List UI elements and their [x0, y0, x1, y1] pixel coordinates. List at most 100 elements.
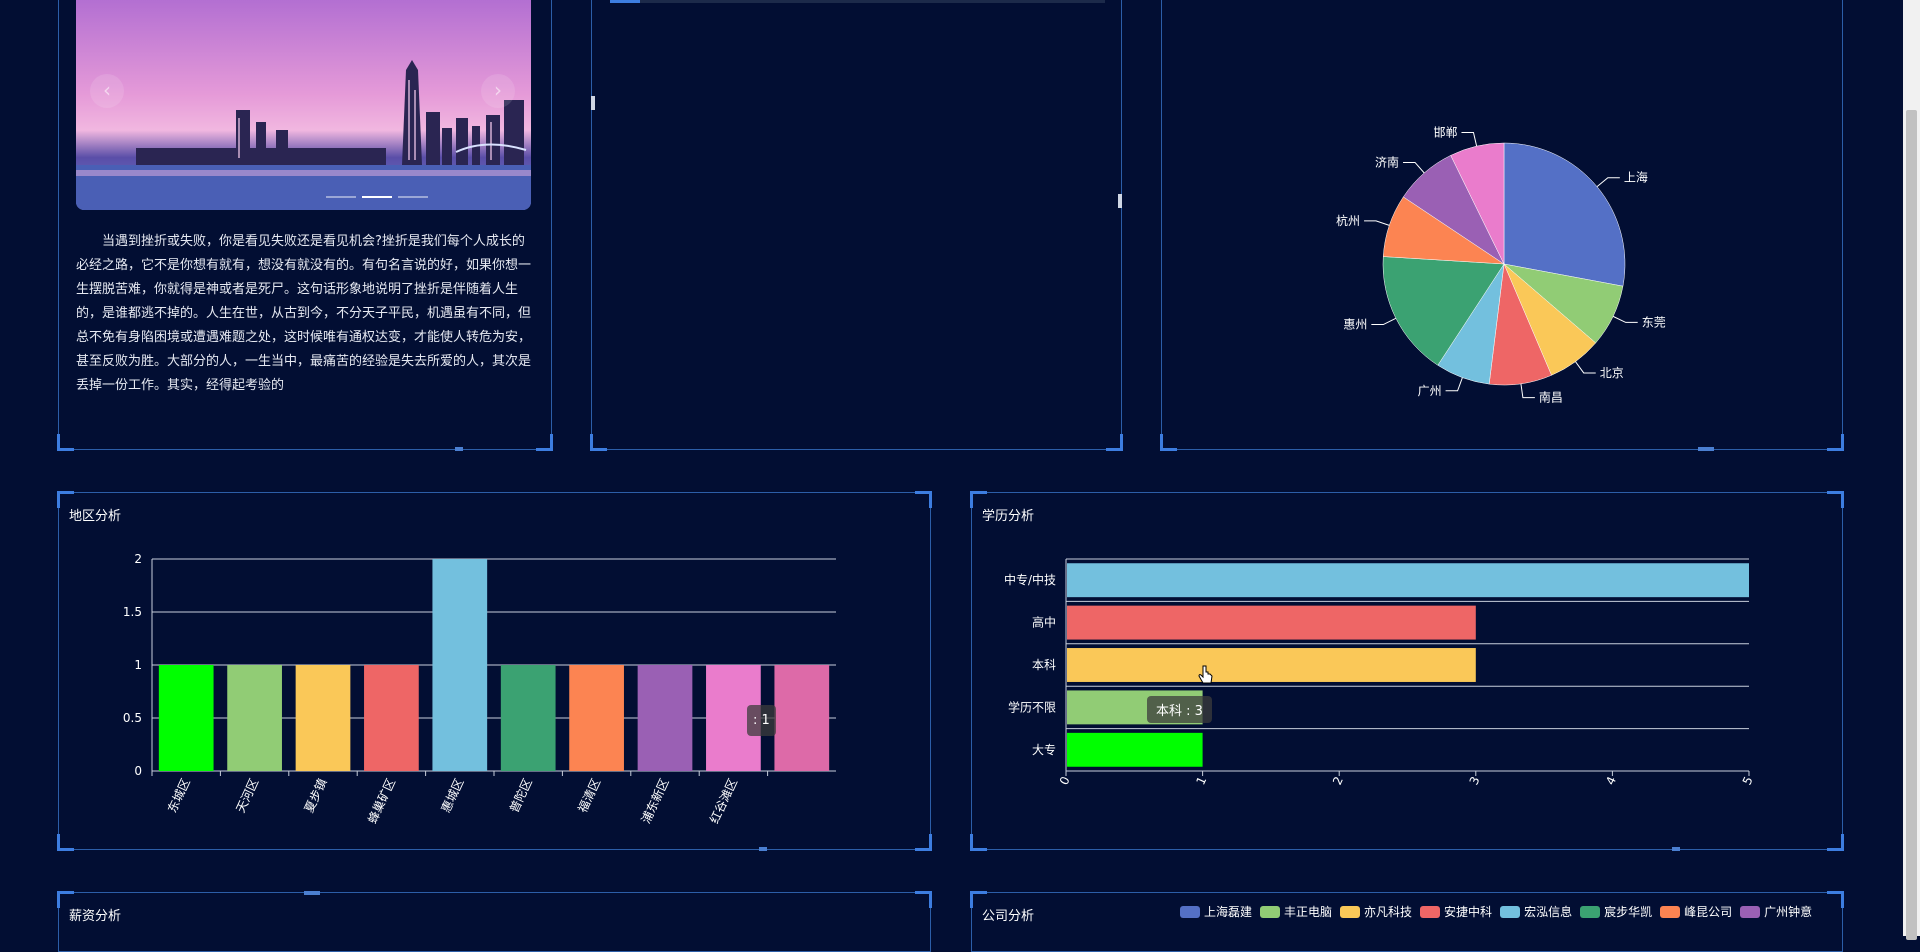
city-pie-panel: 上海东莞北京南昌 广州 惠州 杭州 济南 邯郸	[1160, 0, 1844, 451]
bar[interactable]	[158, 665, 214, 771]
legend-item[interactable]: 丰正电脑	[1260, 903, 1332, 920]
legend-item[interactable]: 宏泓信息	[1500, 903, 1572, 920]
legend-item[interactable]: 安捷中科	[1420, 903, 1492, 920]
chevron-left-icon: ‹	[103, 78, 111, 102]
pie-label: 济南	[1375, 154, 1399, 169]
panel-title: 薪资分析	[69, 909, 122, 924]
scrollbar-thumb[interactable]	[1906, 110, 1917, 940]
legend-label: 安捷中科	[1444, 905, 1493, 919]
x-tick-label: 天河区	[233, 776, 261, 815]
pie-label-line	[1364, 220, 1390, 226]
x-tick-label: 东城区	[165, 776, 193, 815]
legend-label: 丰正电脑	[1284, 905, 1333, 919]
pie-label: 上海	[1624, 170, 1648, 185]
x-tick-label: 4	[1603, 774, 1619, 787]
legend-item[interactable]: 广州钟意	[1740, 903, 1812, 920]
chart-tooltip: 本科 : 3	[1147, 696, 1212, 723]
legend-swatch	[1340, 905, 1361, 918]
company-legend: 上海磊建 丰正电脑 亦凡科技 安捷中科 宏泓信息 宸步华凯 峰昆公司 广州钟意	[1180, 903, 1812, 920]
legend-swatch	[1180, 905, 1200, 918]
resize-handle-right[interactable]	[1118, 194, 1122, 208]
pie-label-line	[1371, 317, 1397, 326]
x-tick-label: 红谷滩区	[706, 776, 740, 826]
x-tick-label: 2	[1330, 774, 1346, 787]
pie-label-line	[1612, 315, 1638, 323]
bar[interactable]	[227, 665, 282, 771]
pie-label: 杭州	[1336, 213, 1360, 228]
pie-label: 南昌	[1539, 390, 1563, 405]
panel-title: 地区分析	[69, 509, 122, 524]
pie-slice[interactable]	[1503, 142, 1626, 287]
legend-item[interactable]: 宸步华凯	[1580, 903, 1652, 920]
y-tick-label: 学历不限	[1008, 699, 1056, 714]
pie-label-line	[1403, 161, 1425, 174]
pie-label: 东莞	[1642, 315, 1666, 329]
x-tick-label: 3	[1467, 774, 1483, 787]
y-tick-label: 大专	[1032, 742, 1056, 757]
chart-tooltip: : 1	[747, 705, 776, 736]
carousel-next-button[interactable]: ›	[481, 74, 515, 108]
y-tick-label: 中专/中技	[1004, 572, 1056, 587]
legend-label: 峰昆公司	[1684, 905, 1733, 919]
x-tick-label: 惠城区	[439, 776, 467, 815]
hand-cursor-icon	[1198, 665, 1213, 684]
bar[interactable]	[1067, 605, 1476, 640]
image-carousel[interactable]: ‹ ›	[76, 0, 531, 210]
carousel-prev-button[interactable]: ‹	[90, 74, 124, 108]
y-tick-label: 0.5	[123, 711, 142, 725]
legend-label: 亦凡科技	[1364, 905, 1413, 919]
legend-label: 广州钟意	[1764, 905, 1813, 919]
y-tick-label: 1.5	[123, 605, 142, 619]
pie-label: 北京	[1600, 366, 1624, 380]
carousel-dot-active[interactable]	[362, 196, 392, 198]
bar[interactable]	[569, 665, 624, 771]
pie-label-line	[1596, 177, 1620, 188]
bar[interactable]	[295, 665, 351, 771]
pie-label: 广州	[1418, 384, 1442, 398]
legend-swatch	[1420, 905, 1441, 918]
y-tick-label: 本科	[1032, 658, 1056, 672]
article-text: 当遇到挫折或失败，你是看见失败还是看见机会?挫折是我们每个人成长的必经之路，它不…	[76, 234, 532, 393]
bar[interactable]	[500, 665, 556, 771]
education-analysis-panel: 学历分析 中专/中技 高中 本科 学历不限 大专 0 1 2 3 4 5 本科 : 3	[970, 491, 1844, 851]
bar[interactable]	[1067, 732, 1203, 767]
bar[interactable]	[432, 559, 488, 771]
carousel-dot[interactable]	[326, 196, 356, 198]
pie-label: 惠州	[1343, 318, 1367, 332]
pie-label: 邯郸	[1433, 124, 1457, 139]
legend-swatch	[1580, 905, 1601, 918]
page-scrollbar[interactable]	[1903, 0, 1920, 940]
pie-label-line	[1575, 361, 1596, 374]
bar[interactable]	[1067, 648, 1476, 682]
pie-label-line	[1445, 377, 1463, 392]
x-tick-label: 夏步镇	[302, 776, 330, 815]
middle-panel	[590, 0, 1123, 451]
legend-swatch	[1740, 905, 1761, 918]
x-tick-label: 5	[1740, 774, 1756, 787]
y-tick-label: 2	[134, 552, 142, 566]
carousel-indicators	[326, 196, 428, 198]
pie-slice[interactable]	[1450, 142, 1505, 265]
y-tick-label: 0	[134, 764, 142, 778]
legend-item[interactable]: 峰昆公司	[1660, 903, 1732, 920]
chevron-right-icon: ›	[494, 78, 502, 102]
y-tick-label: 1	[134, 658, 142, 672]
bar[interactable]	[364, 665, 419, 771]
panel-title: 公司分析	[982, 909, 1035, 924]
carousel-dot[interactable]	[398, 196, 428, 198]
legend-item[interactable]: 上海磊建	[1180, 903, 1252, 920]
tab-indicator-active	[610, 0, 640, 3]
legend-label: 上海磊建	[1204, 905, 1253, 919]
pie-label-line	[1461, 131, 1478, 147]
legend-swatch	[1500, 905, 1521, 918]
x-tick-label: 福清区	[575, 776, 604, 815]
resize-handle-left[interactable]	[591, 96, 595, 110]
bar[interactable]	[637, 665, 693, 771]
legend-item[interactable]: 亦凡科技	[1340, 903, 1412, 920]
legend-label: 宏泓信息	[1524, 905, 1573, 919]
y-tick-label: 高中	[1032, 615, 1056, 630]
x-tick-label: 普陀区	[506, 776, 535, 815]
carousel-image	[76, 0, 531, 210]
bar[interactable]	[774, 665, 830, 771]
bar[interactable]	[1067, 563, 1749, 598]
